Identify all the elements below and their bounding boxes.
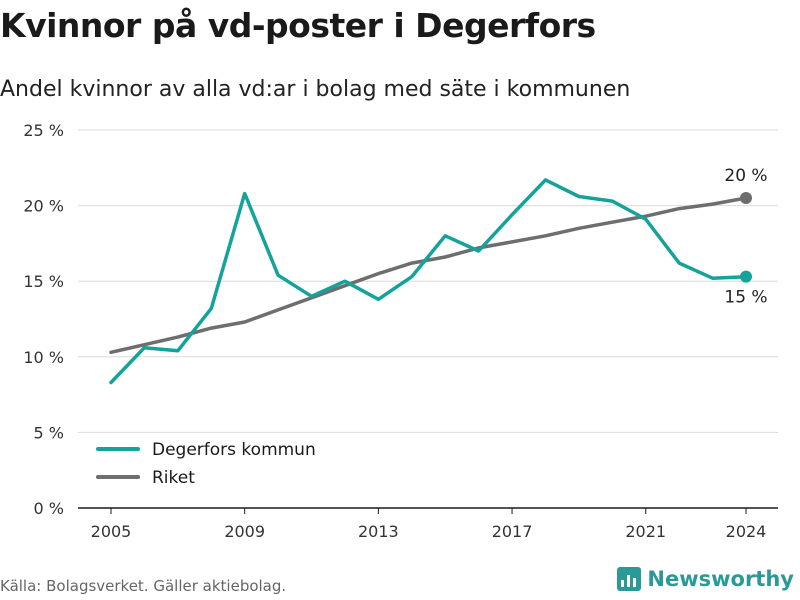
series-line-degerfors [109, 178, 748, 385]
source-note: Källa: Bolagsverket. Gäller aktiebolag. [0, 577, 287, 595]
legend: Degerfors kommun Riket [96, 440, 316, 488]
bar-chart-icon [617, 567, 642, 591]
x-tick-label: 2021 [625, 522, 666, 541]
data-labels: 20 % 15 % [724, 166, 767, 308]
y-tick-label: 10 % [23, 348, 64, 367]
x-tick-label: 2005 [91, 522, 132, 541]
legend-label: Riket [152, 468, 195, 488]
y-tick-label: 15 % [23, 272, 64, 291]
x-tick-label: 2017 [492, 522, 533, 541]
series-line-riket [109, 196, 748, 355]
y-tick-label: 20 % [23, 197, 64, 216]
x-tick-label: 2013 [358, 522, 399, 541]
page-title: Kvinnor på vd-poster i Degerfors [0, 6, 596, 45]
y-tick-label: 0 % [34, 499, 64, 518]
end-point-riket [740, 192, 752, 205]
end-value-label: 15 % [724, 288, 767, 308]
page-subtitle: Andel kvinnor av alla vd:ar i bolag med … [0, 77, 631, 102]
series-lines [109, 178, 752, 385]
axes: 0 % 5 % 10 % 15 % 20 % 25 % 2005 2009 2013 2017 20… [23, 121, 778, 541]
x-tick-label: 2024 [726, 522, 767, 541]
end-point-degerfors [740, 270, 752, 283]
x-tick-label: 2009 [224, 522, 265, 541]
brand-logo[interactable]: Newsworthy [617, 567, 794, 591]
grid-lines [78, 129, 778, 433]
end-value-label: 20 % [724, 166, 767, 186]
y-tick-label: 5 % [34, 423, 64, 442]
legend-label: Degerfors kommun [152, 440, 316, 460]
brand-name: Newsworthy [647, 567, 794, 591]
y-tick-label: 25 % [23, 121, 64, 140]
